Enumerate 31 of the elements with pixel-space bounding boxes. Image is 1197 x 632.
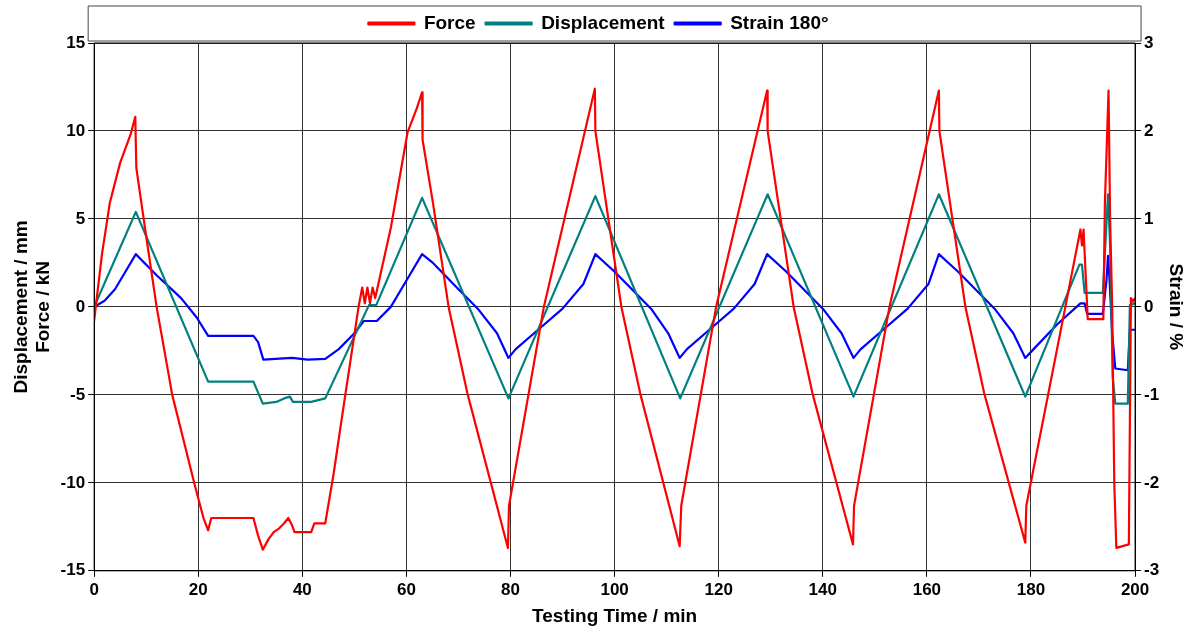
legend-label: Force <box>423 11 476 33</box>
y-axis-title: Displacement / mm Force / kN <box>9 220 54 394</box>
y2-tick-label: 3 <box>1144 32 1154 52</box>
x-tick-label: 140 <box>808 579 837 599</box>
legend-label: Displacement <box>541 11 666 33</box>
y2-tick-label: -3 <box>1144 560 1160 580</box>
y-tick-label: -5 <box>70 384 86 404</box>
y2-tick-label: 2 <box>1144 120 1154 140</box>
x-tick-label: 180 <box>1016 579 1046 599</box>
x-tick-label: 160 <box>912 579 942 599</box>
y-tick-label: -15 <box>60 560 86 580</box>
y2-axis-title: Strain / % <box>1166 263 1188 351</box>
y2-tick-label: -2 <box>1144 472 1160 492</box>
y-tick-label: -10 <box>60 472 86 492</box>
x-tick-label: 60 <box>396 579 416 599</box>
x-tick-label: 20 <box>188 579 208 599</box>
y2-tick-label: 1 <box>1144 208 1154 228</box>
x-tick-label: 0 <box>89 579 99 599</box>
x-tick-label: 200 <box>1120 579 1150 599</box>
x-axis-title: Testing Time / min <box>532 604 698 626</box>
y2-tick-label: 0 <box>1144 296 1154 316</box>
x-tick-label: 120 <box>704 579 733 599</box>
y-tick-label: 10 <box>66 120 86 140</box>
x-tick-label: 80 <box>501 579 520 599</box>
x-tick-label: 100 <box>600 579 629 599</box>
y-tick-label: 15 <box>66 32 86 52</box>
y-tick-label: 0 <box>75 296 86 316</box>
y-tick-label: 5 <box>75 208 86 228</box>
legend-label: Strain 180° <box>730 11 829 33</box>
x-tick-label: 40 <box>292 579 312 599</box>
y2-tick-label: -1 <box>1144 384 1160 404</box>
